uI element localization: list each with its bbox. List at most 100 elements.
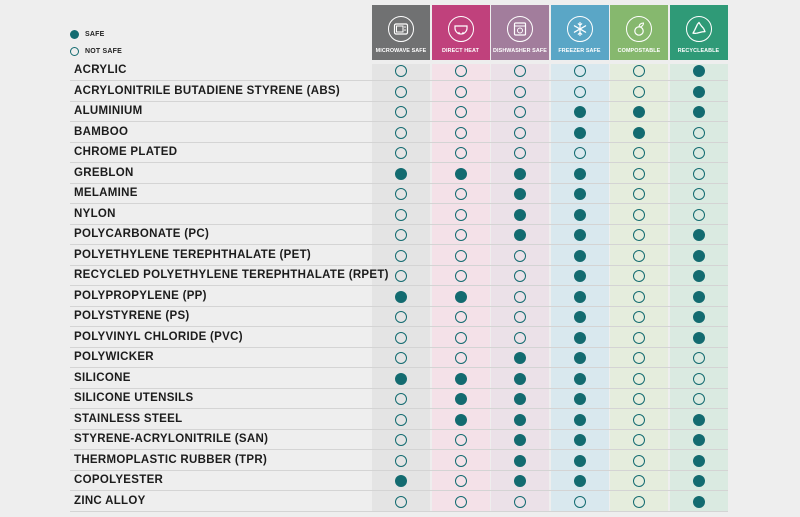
not-safe-ring-icon [633, 413, 645, 426]
row-divider [70, 428, 728, 430]
not-safe-ring-icon [633, 270, 645, 282]
safe-dot-icon [395, 290, 407, 303]
material-name: COPOLYESTER [74, 474, 164, 486]
row-divider [70, 490, 728, 491]
not-safe-ring-icon [395, 65, 407, 77]
safe-dot-icon [514, 167, 526, 180]
table-row: ACRYLONITRILE BUTADIENE STYRENE (ABS) [70, 82, 728, 102]
table-row: ACRYLIC [70, 61, 728, 81]
safe-dot-icon [573, 331, 586, 344]
not-safe-ring-icon [633, 188, 645, 200]
table-row: THERMOPLASTIC RUBBER (TPR) [70, 451, 728, 471]
material-name: SILICONE UTENSILS [74, 392, 194, 404]
not-safe-ring-icon [692, 167, 705, 180]
not-safe-ring-icon [395, 147, 407, 159]
safe-dot-icon [514, 352, 526, 364]
safe-dot-icon [454, 290, 467, 303]
not-safe-ring-icon [514, 270, 526, 282]
material-name: POLYCARBONATE (PC) [74, 228, 210, 240]
not-safe-ring-icon [514, 85, 526, 98]
not-safe-ring-icon [395, 393, 407, 405]
safe-dot-icon [514, 454, 526, 467]
table-row: RECYCLED POLYETHYLENE TEREPHTHALATE (RPE… [70, 266, 728, 286]
column-header: MICROWAVE SAFE [372, 5, 430, 60]
not-safe-ring-icon [692, 208, 705, 221]
not-safe-ring-icon [454, 106, 467, 118]
not-safe-ring-icon [454, 249, 467, 262]
compost-icon [626, 16, 652, 42]
not-safe-ring-icon [514, 65, 526, 77]
material-name: POLYVINYL CHLORIDE (PVC) [74, 330, 243, 343]
safe-dot-icon [514, 393, 526, 405]
not-safe-ring-icon [514, 311, 526, 323]
safe-dot-icon [514, 413, 526, 426]
safe-dot-icon [454, 167, 467, 180]
safe-dot-icon [70, 29, 79, 39]
not-safe-ring-icon [633, 167, 645, 180]
table-row: STYRENE-ACRYLONITRILE (SAN) [70, 430, 728, 450]
safe-dot-icon [573, 270, 586, 282]
row-divider [70, 264, 728, 266]
column-header: RECYCLEABLE [669, 5, 728, 60]
table-row: ZINC ALLOY [70, 492, 728, 512]
material-name: SILICONE [74, 371, 131, 384]
safe-dot-icon [573, 188, 586, 200]
row-divider [70, 469, 728, 471]
not-safe-ring-icon [692, 188, 705, 200]
safe-dot-icon [514, 229, 526, 241]
row-divider [70, 285, 728, 286]
not-safe-ring-icon [395, 229, 407, 241]
table-row: GREBLON [70, 164, 728, 184]
safe-dot-icon [633, 126, 645, 139]
safe-dot-icon [692, 311, 705, 323]
safe-dot-icon [573, 413, 586, 426]
not-safe-ring-icon [573, 85, 586, 98]
not-safe-ring-icon [395, 495, 407, 508]
material-name: RECYCLED POLYETHYLENE TEREPHTHALATE (RPE… [74, 269, 389, 281]
not-safe-ring-icon [454, 147, 467, 159]
not-safe-ring-icon [514, 106, 526, 118]
safe-dot-icon [573, 393, 586, 405]
safe-dot-icon [692, 413, 705, 426]
material-name: THERMOPLASTIC RUBBER (TPR) [74, 453, 268, 466]
row-divider [70, 162, 728, 163]
legend-not-safe-label: NOT SAFE [85, 47, 122, 55]
safe-dot-icon [454, 393, 467, 405]
material-name: STAINLESS STEEL [74, 412, 183, 425]
safe-dot-icon [454, 372, 467, 385]
not-safe-ring-icon [633, 249, 645, 262]
table-row: BAMBOO [70, 123, 728, 143]
not-safe-ring-icon [454, 126, 467, 139]
column-header-label: RECYCLEABLE [677, 48, 720, 54]
not-safe-ring-icon [633, 229, 645, 241]
row-divider [70, 80, 728, 81]
safe-dot-icon [633, 106, 645, 118]
not-safe-ring-icon [454, 352, 467, 364]
row-divider [70, 203, 728, 204]
not-safe-ring-icon [633, 290, 645, 303]
safe-dot-icon [514, 475, 526, 487]
not-safe-ring-icon [514, 249, 526, 262]
row-divider [70, 100, 728, 102]
table-row: CHROME PLATED [70, 143, 728, 163]
safe-dot-icon [573, 249, 586, 262]
not-safe-ring-icon [454, 188, 467, 200]
legend-safe-label: SAFE [85, 30, 105, 38]
material-name: ACRYLONITRILE BUTADIENE STYRENE (ABS) [74, 84, 341, 97]
table-row: SILICONE UTENSILS [70, 389, 728, 409]
row-divider [70, 182, 728, 184]
column-header: FREEZER SAFE [550, 5, 609, 60]
not-safe-ring-icon [573, 495, 586, 508]
safe-dot-icon [573, 229, 586, 241]
not-safe-ring-icon [692, 126, 705, 139]
safe-dot-icon [573, 454, 586, 467]
not-safe-ring-icon [692, 393, 705, 405]
safe-dot-icon [573, 208, 586, 221]
not-safe-ring-icon [514, 495, 526, 508]
material-name: NYLON [74, 207, 116, 220]
not-safe-ring-icon [514, 290, 526, 303]
column-header: DIRECT HEAT [431, 5, 490, 60]
safe-dot-icon [692, 85, 705, 98]
not-safe-ring-icon [454, 229, 467, 241]
material-name: MELAMINE [74, 187, 138, 199]
